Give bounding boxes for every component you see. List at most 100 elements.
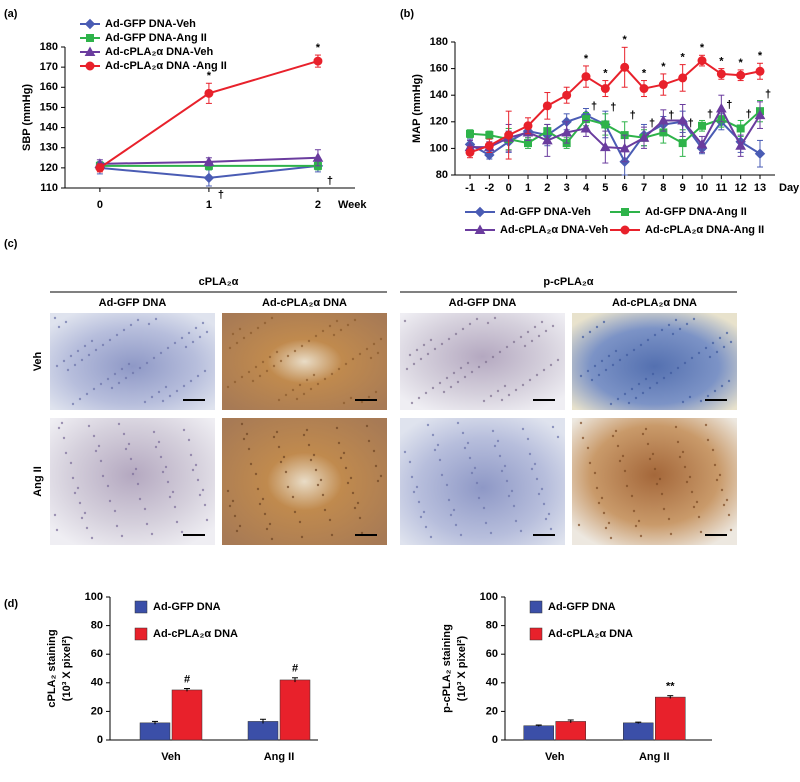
cell: [300, 344, 304, 348]
cell: [189, 379, 193, 383]
cell: [505, 479, 509, 483]
cell: [595, 486, 599, 490]
cell: [238, 524, 242, 528]
group-title: p-cPLA₂α: [543, 276, 593, 288]
annotation: †: [707, 108, 713, 120]
cell: [697, 515, 701, 519]
cell: [367, 395, 371, 399]
y-tick-label: 130: [40, 142, 58, 154]
cell: [344, 466, 348, 470]
cell: [431, 386, 435, 390]
cell: [284, 470, 288, 474]
y-tick-label: 60: [486, 648, 498, 660]
x-tick-label: Ang II: [264, 751, 295, 763]
marker: [561, 126, 573, 137]
cell: [353, 506, 357, 510]
cell: [535, 373, 539, 377]
cell: [275, 430, 279, 434]
cell: [307, 443, 311, 447]
cell: [305, 378, 309, 382]
cell: [263, 512, 267, 516]
cell: [630, 494, 634, 498]
x-tick-label: 9: [680, 182, 686, 194]
cell: [379, 337, 383, 341]
cell: [512, 504, 516, 508]
marker: [580, 122, 592, 133]
cell: [725, 498, 729, 502]
cell: [715, 478, 719, 482]
cell: [593, 471, 597, 475]
cell: [152, 356, 156, 360]
cell: [699, 399, 703, 403]
cell: [291, 388, 295, 392]
cell: [270, 537, 274, 541]
cell: [305, 428, 309, 432]
cell: [431, 433, 435, 437]
cell: [405, 367, 409, 371]
cell: [147, 322, 151, 326]
cell: [150, 395, 154, 399]
cell: [127, 442, 131, 446]
marker: [600, 84, 610, 94]
y-tick-label: 170: [40, 61, 58, 73]
x-tick-label: 7: [641, 182, 647, 194]
cell: [295, 397, 299, 401]
cell: [422, 510, 426, 514]
error-bar: [260, 718, 266, 724]
cell: [556, 358, 560, 362]
cell: [470, 370, 474, 374]
cell: [367, 439, 371, 443]
panel-label: (c): [4, 238, 18, 250]
cell: [90, 536, 94, 540]
cell: [92, 387, 96, 391]
cell: [157, 390, 161, 394]
legend-marker: [474, 206, 486, 218]
x-axis-label: Day: [779, 182, 800, 194]
cell: [521, 427, 525, 431]
marker: [465, 147, 475, 157]
marker: [599, 141, 611, 152]
cell: [408, 460, 412, 464]
cell: [258, 374, 262, 378]
cell: [272, 435, 276, 439]
cell: [101, 474, 105, 478]
cell: [454, 523, 458, 527]
cell: [365, 424, 369, 428]
cell: [291, 495, 295, 499]
cell: [660, 328, 664, 332]
cell: [330, 533, 334, 537]
cell: [258, 502, 262, 506]
cell: [201, 321, 205, 325]
cell: [309, 387, 313, 391]
cell: [452, 371, 456, 375]
cell: [473, 466, 477, 470]
cell: [704, 423, 708, 427]
cell: [662, 376, 666, 380]
annotation: †: [649, 118, 655, 130]
legend-label: Ad-GFP DNA: [548, 601, 616, 613]
legend-label: Ad-cPLA₂α DNA-Veh: [500, 224, 608, 236]
cell: [551, 425, 555, 429]
marker: [485, 131, 494, 140]
cell: [332, 333, 336, 337]
cell: [76, 349, 80, 353]
cell: [316, 382, 320, 386]
cell: [593, 364, 597, 368]
cell: [203, 503, 207, 507]
cell: [115, 333, 119, 337]
cell: [117, 422, 121, 426]
cell: [466, 361, 470, 365]
cell: [597, 501, 601, 505]
cell: [410, 401, 414, 405]
cell: [251, 379, 255, 383]
cell: [372, 342, 376, 346]
cell: [120, 534, 124, 538]
cell: [249, 462, 253, 466]
cell: [537, 492, 541, 496]
cell: [143, 507, 147, 511]
cell: [106, 484, 110, 488]
cell: [658, 477, 662, 481]
cell: [408, 353, 412, 357]
